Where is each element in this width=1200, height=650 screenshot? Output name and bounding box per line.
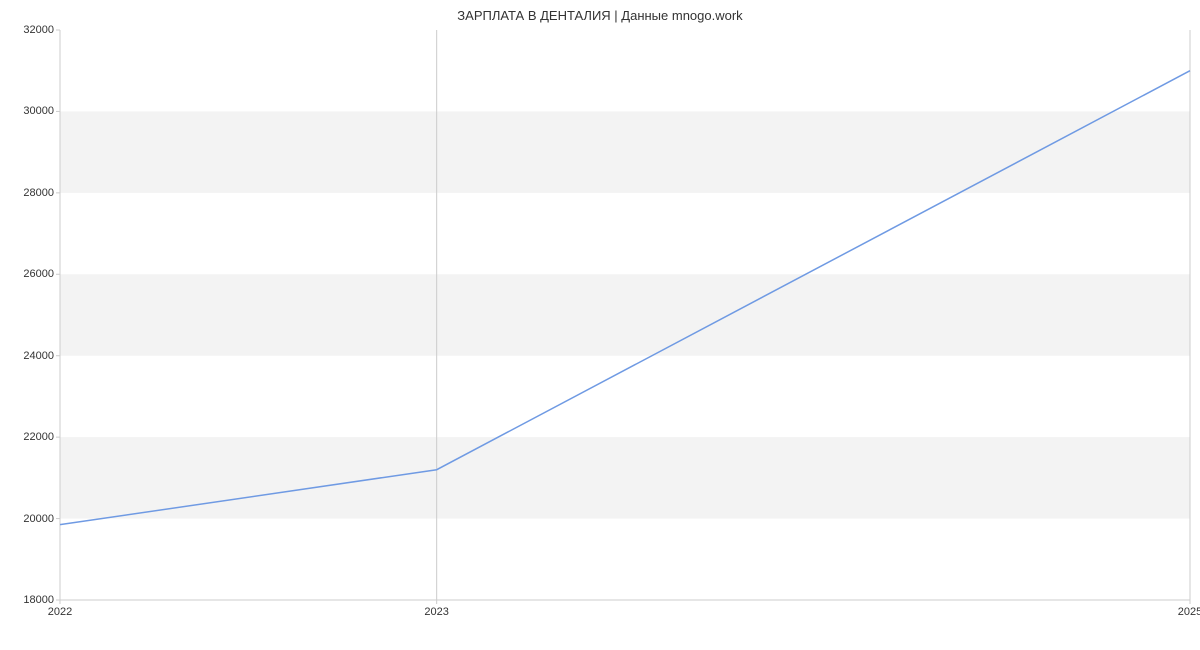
x-tick-label: 2023 [424,606,448,618]
x-tick-label: 2025 [1178,606,1200,618]
y-tick-label: 24000 [4,350,54,362]
y-tick-label: 28000 [4,187,54,199]
x-tick-label: 2022 [48,606,72,618]
y-tick-label: 30000 [4,105,54,117]
y-tick-label: 26000 [4,268,54,280]
y-tick-label: 18000 [4,594,54,606]
line-chart [0,0,1200,650]
y-tick-label: 32000 [4,24,54,36]
y-tick-label: 22000 [4,431,54,443]
y-tick-label: 20000 [4,513,54,525]
